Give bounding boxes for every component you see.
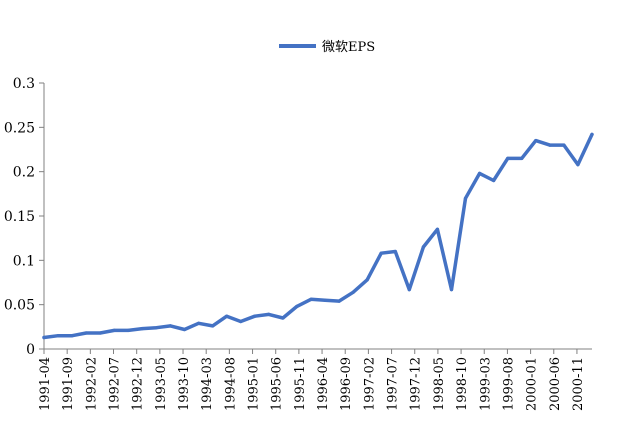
data-point [576,163,580,167]
data-point [548,143,552,147]
data-point [197,321,201,325]
data-point [393,249,397,254]
x-tick-label: 1993-05 [154,357,169,411]
y-axis-ticks: 0 0.05 0.1 0.15 0.2 0.25 0.3 [4,76,44,358]
data-point [365,278,369,282]
x-tick-label: 1999-03 [478,357,493,411]
data-point [562,143,566,147]
data-point [168,324,173,328]
x-tick-label: 1996-04 [316,357,331,411]
x-tick-label: 1999-08 [501,357,516,411]
x-tick-label: 1995-11 [293,357,308,411]
x-tick-label: 1994-03 [200,357,215,411]
data-point [520,156,524,160]
series-line [42,132,594,340]
data-point [478,171,482,175]
series-layer [42,132,594,340]
data-point [239,319,243,324]
x-tick-label: 2000-11 [571,357,586,411]
data-point [42,335,46,340]
data-point [534,139,538,143]
x-tick-label: 1995-01 [247,357,262,411]
data-point [56,334,60,338]
x-tick-label: 1992-12 [131,357,146,411]
x-tick-label: 1991-09 [61,357,76,411]
data-point [449,288,454,292]
data-point [225,314,229,318]
x-tick-label: 1997-07 [386,357,401,411]
x-tick-label: 1997-12 [409,357,424,411]
data-point [98,331,102,335]
x-tick-label: 2000-01 [525,357,540,411]
x-tick-label: 1992-07 [108,357,123,411]
x-axis-ticks: 1991-04 1991-09 1992-02 1992-07 1992-12 1993-… [38,349,586,411]
data-point [337,299,341,303]
data-point [70,334,74,338]
data-point [253,314,257,318]
data-point [590,132,594,136]
x-tick-label: 1997-02 [362,357,377,411]
y-tick-label: 0.15 [4,209,35,225]
y-tick-label: 0 [26,342,35,358]
data-point [154,326,158,330]
y-tick-label: 0.1 [13,253,35,269]
x-tick-label: 1994-08 [223,357,238,411]
x-tick-label: 1995-06 [270,357,285,411]
data-point [309,297,313,301]
data-point [281,316,285,320]
data-point [211,324,215,328]
data-point [84,331,88,335]
data-point [407,288,411,292]
data-point [506,156,510,160]
data-point [351,290,355,294]
data-point [267,312,271,316]
data-point [379,251,383,255]
x-tick-label: 1998-10 [455,357,470,411]
data-point [435,227,439,231]
x-tick-label: 1998-05 [432,357,447,411]
data-point [421,245,425,249]
y-tick-label: 0.25 [4,120,35,136]
data-point [112,328,116,332]
data-point [492,178,496,183]
legend-label: 微软EPS [322,40,375,55]
data-point [140,327,144,331]
legend: 微软EPS [279,40,375,55]
data-point [463,196,468,200]
x-tick-label: 1996-09 [339,357,354,411]
data-point [323,298,327,302]
x-tick-label: 2000-06 [548,357,563,411]
y-tick-label: 0.05 [4,298,35,314]
y-tick-label: 0.2 [13,165,35,181]
x-tick-label: 1992-02 [84,357,99,411]
data-point [295,304,299,308]
data-point [182,327,187,332]
x-tick-label: 1991-04 [38,357,53,411]
x-tick-label: 1993-10 [177,357,192,411]
y-tick-label: 0.3 [13,76,35,92]
data-point [126,328,130,332]
